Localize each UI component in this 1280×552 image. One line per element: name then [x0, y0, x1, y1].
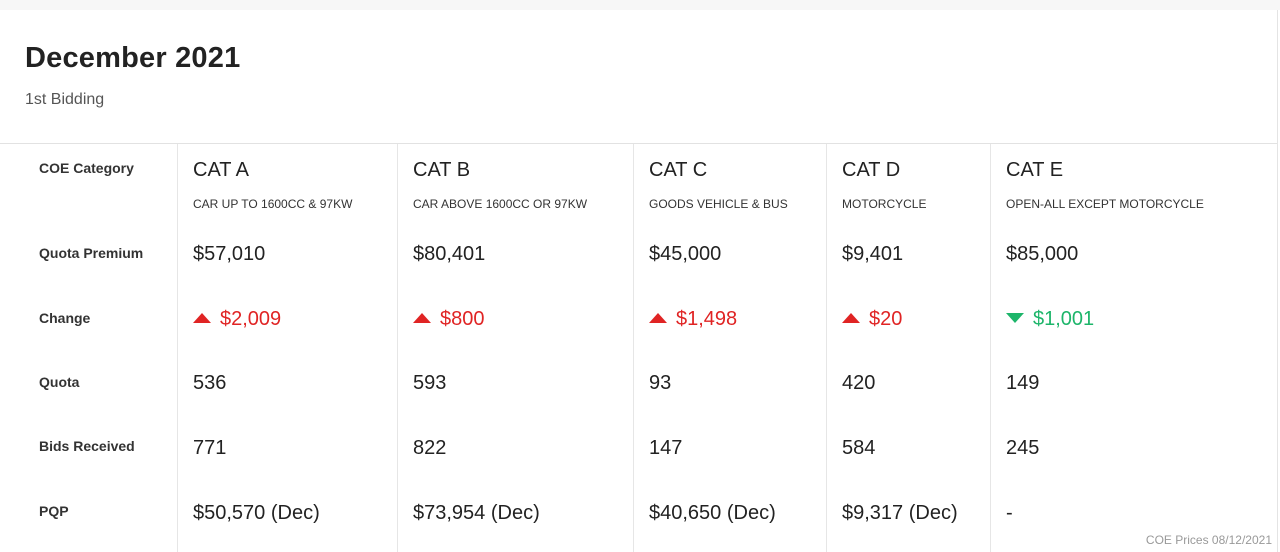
quota-premium-value: $45,000 — [649, 243, 722, 265]
bids-received-value: 822 — [413, 437, 447, 459]
change-value: $800 — [413, 308, 485, 331]
category-name: CAT C — [649, 159, 708, 181]
triangle-up-icon — [649, 312, 667, 323]
change-amount: $2,009 — [220, 308, 282, 330]
category-column: CAT A CAR UP TO 1600CC & 97KW $57,010 $2… — [177, 144, 398, 552]
quota-value: 93 — [649, 372, 672, 394]
change-amount: $20 — [869, 308, 903, 330]
quota-value: 536 — [193, 372, 227, 394]
category-name: CAT B — [413, 159, 471, 181]
pqp-value: $9,317 (Dec) — [842, 502, 958, 524]
category-name: CAT E — [1006, 159, 1064, 181]
triangle-up-icon — [193, 312, 211, 323]
quota-value: 593 — [413, 372, 447, 394]
change-value: $1,001 — [1006, 308, 1094, 331]
page-title: December 2021 — [25, 42, 241, 74]
label-pqp: PQP — [39, 503, 69, 519]
category-description: CAR UP TO 1600CC & 97KW — [193, 197, 353, 211]
category-column: CAT E OPEN-ALL EXCEPT MOTORCYCLE $85,000… — [990, 144, 1278, 552]
triangle-down-icon — [1006, 312, 1024, 323]
category-column: CAT B CAR ABOVE 1600CC OR 97KW $80,401 $… — [397, 144, 634, 552]
label-quota: Quota — [39, 374, 80, 390]
bids-received-value: 245 — [1006, 437, 1040, 459]
label-coe-category: COE Category — [39, 160, 134, 176]
label-bids-received: Bids Received — [39, 438, 135, 454]
triangle-up-icon — [413, 312, 431, 323]
bids-received-value: 584 — [842, 437, 876, 459]
change-value: $1,498 — [649, 308, 737, 331]
quota-value: 149 — [1006, 372, 1040, 394]
pqp-value: - — [1006, 502, 1013, 524]
coe-card — [0, 10, 1278, 552]
category-description: GOODS VEHICLE & BUS — [649, 197, 788, 211]
category-description: CAR ABOVE 1600CC OR 97KW — [413, 197, 588, 211]
change-amount: $800 — [440, 308, 485, 330]
change-value: $2,009 — [193, 308, 281, 331]
divider — [0, 143, 1277, 144]
page-subtitle: 1st Bidding — [25, 91, 105, 108]
label-quota-premium: Quota Premium — [39, 245, 144, 261]
quota-value: 420 — [842, 372, 876, 394]
change-value: $20 — [842, 308, 902, 331]
category-column: CAT C GOODS VEHICLE & BUS $45,000 $1,498… — [633, 144, 827, 552]
bids-received-value: 147 — [649, 437, 683, 459]
category-name: CAT A — [193, 159, 249, 181]
category-name: CAT D — [842, 159, 901, 181]
pqp-value: $73,954 (Dec) — [413, 502, 540, 524]
quota-premium-value: $85,000 — [1006, 243, 1079, 265]
footer-note: COE Prices 08/12/2021 — [1145, 533, 1272, 547]
pqp-value: $40,650 (Dec) — [649, 502, 776, 524]
quota-premium-value: $80,401 — [413, 243, 486, 265]
category-description: MOTORCYCLE — [842, 197, 927, 211]
top-bar — [0, 0, 1280, 10]
label-change: Change — [39, 310, 91, 326]
bids-received-value: 771 — [193, 437, 227, 459]
quota-premium-value: $9,401 — [842, 243, 904, 265]
quota-premium-value: $57,010 — [193, 243, 266, 265]
category-description: OPEN-ALL EXCEPT MOTORCYCLE — [1006, 197, 1204, 211]
change-amount: $1,498 — [676, 308, 738, 330]
triangle-up-icon — [842, 312, 860, 323]
pqp-value: $50,570 (Dec) — [193, 502, 320, 524]
category-column: CAT D MOTORCYCLE $9,401 $20 420 584 $9,3… — [826, 144, 991, 552]
change-amount: $1,001 — [1033, 308, 1095, 330]
